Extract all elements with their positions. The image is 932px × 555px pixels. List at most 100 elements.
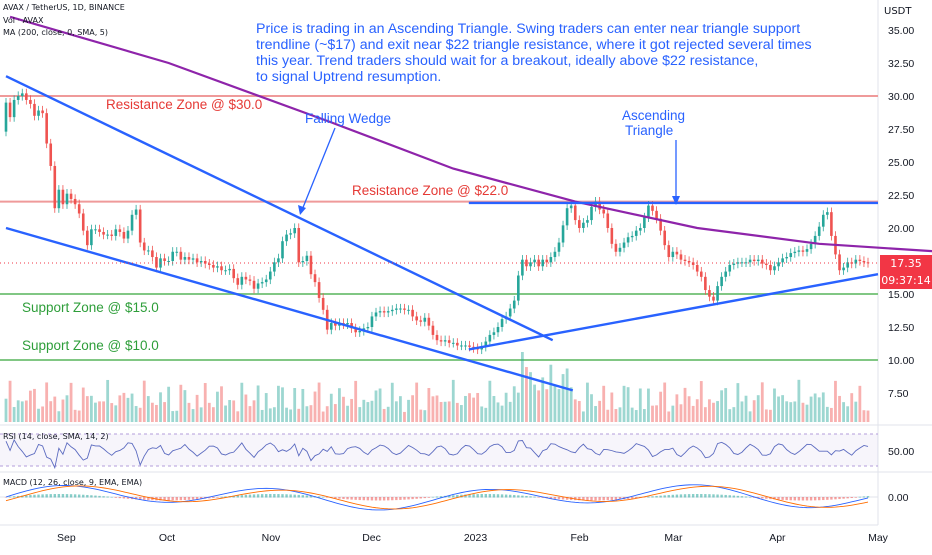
macd-histogram-bar xyxy=(65,494,69,498)
candle-body xyxy=(712,296,715,301)
macd-histogram-bar xyxy=(415,497,418,499)
volume-bar xyxy=(659,391,663,422)
macd-histogram-bar xyxy=(191,497,195,500)
candle-body xyxy=(244,276,248,280)
volume-bar xyxy=(94,402,97,422)
candle-body xyxy=(53,165,57,209)
macd-histogram-bar xyxy=(630,497,634,499)
macd-histogram-bar xyxy=(171,497,174,501)
macd-histogram-bar xyxy=(521,495,524,498)
candle-body xyxy=(679,254,683,260)
candle-body xyxy=(740,262,744,264)
candle-body xyxy=(114,229,118,236)
volume-bar xyxy=(20,401,24,422)
candle-body xyxy=(256,283,260,289)
macd-histogram-bar xyxy=(431,496,435,498)
price-tick-label: 30.00 xyxy=(888,91,914,103)
volume-bar xyxy=(305,406,309,422)
volume-legend: Vol · AVAX xyxy=(3,16,44,25)
volume-bar xyxy=(65,395,69,422)
volume-bar xyxy=(529,372,532,422)
candle-body xyxy=(240,276,244,285)
volume-bar xyxy=(301,388,305,422)
volume-bar xyxy=(732,407,736,422)
candle-body xyxy=(667,245,671,258)
macd-histogram-bar xyxy=(439,496,443,498)
macd-histogram-bar xyxy=(350,497,353,500)
rsi-tick-label: 50.00 xyxy=(888,446,914,458)
ma-legend: MA (200, close, 0, SMA, 5) xyxy=(3,28,109,37)
volume-bar xyxy=(256,385,260,422)
volume-bar xyxy=(37,408,40,422)
volume-bar xyxy=(240,382,244,422)
candle-body xyxy=(785,257,788,259)
volume-bar xyxy=(187,402,191,422)
macd-histogram-bar xyxy=(862,496,866,498)
macd-histogram-bar xyxy=(82,494,85,498)
volume-bar xyxy=(175,410,179,422)
candle-body xyxy=(309,255,313,275)
macd-histogram-bar xyxy=(598,497,601,501)
macd-tick-label: 0.00 xyxy=(888,492,909,504)
candle-body xyxy=(460,345,463,347)
volume-bar xyxy=(809,396,813,422)
volume-bar xyxy=(675,394,679,422)
candle-body xyxy=(301,261,305,263)
macd-histogram-bar xyxy=(399,497,402,500)
candle-body xyxy=(582,222,585,228)
macd-histogram-bar xyxy=(834,497,837,500)
candle-body xyxy=(529,262,532,267)
volume-bar xyxy=(756,395,760,422)
candle-body xyxy=(12,99,16,118)
candle-body xyxy=(350,323,353,329)
callout-line-4: to signal Uptrend resumption. xyxy=(256,69,442,85)
macd-histogram-bar xyxy=(232,495,235,498)
macd-histogram-bar xyxy=(293,494,296,498)
volume-bar xyxy=(313,391,317,422)
macd-histogram-bar xyxy=(252,494,256,498)
macd-histogram-bar xyxy=(25,495,28,498)
candle-body xyxy=(858,259,862,261)
volume-bar xyxy=(830,407,833,422)
macd-histogram-bar xyxy=(265,494,268,498)
macd-histogram-bar xyxy=(582,497,585,501)
macd-histogram-bar xyxy=(12,496,16,498)
volume-bar xyxy=(712,402,715,422)
candle-body xyxy=(699,271,703,277)
price-tick-label: 25.00 xyxy=(888,157,914,169)
volume-bar xyxy=(146,396,150,422)
volume-bar xyxy=(159,392,162,422)
macd-histogram-bar xyxy=(57,494,61,498)
candle-body xyxy=(73,198,77,205)
macd-histogram-bar xyxy=(69,494,73,498)
macd-histogram-bar xyxy=(830,497,833,500)
volume-bar xyxy=(545,389,549,422)
candle-body xyxy=(765,263,768,265)
volume-bar xyxy=(378,388,382,422)
triangle-arrowhead xyxy=(672,196,680,205)
macd-histogram-bar xyxy=(354,497,357,500)
time-tick-label: Dec xyxy=(362,532,381,544)
candle-body xyxy=(557,242,561,252)
candle-body xyxy=(427,317,431,326)
macd-histogram-bar xyxy=(586,497,589,501)
volume-bar xyxy=(435,395,439,422)
candle-body xyxy=(854,259,858,264)
volume-bar xyxy=(366,402,370,422)
volume-bar xyxy=(781,395,785,422)
candle-body xyxy=(358,330,362,333)
volume-bar xyxy=(687,396,691,422)
candle-body xyxy=(33,103,36,116)
candle-body xyxy=(842,267,845,271)
volume-bar xyxy=(455,402,459,422)
volume-bar xyxy=(77,410,81,422)
macd-histogram-bar xyxy=(671,494,675,498)
volume-bar xyxy=(801,402,805,422)
macd-histogram-bar xyxy=(122,497,126,499)
volume-bar xyxy=(842,402,846,422)
candle-body xyxy=(187,257,191,260)
volume-bar xyxy=(443,401,447,422)
candle-body xyxy=(297,228,301,263)
volume-bar xyxy=(73,409,77,422)
macd-histogram-bar xyxy=(98,495,101,498)
